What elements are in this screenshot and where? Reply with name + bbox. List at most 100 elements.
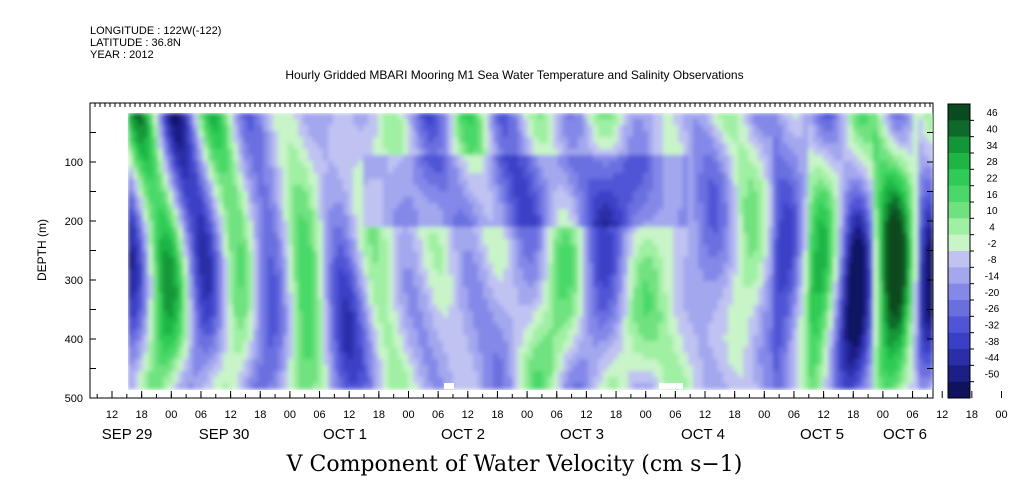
field-cell [168,197,174,204]
field-cell [718,131,724,138]
field-cell [588,233,594,240]
field-cell [843,161,849,168]
field-cell [163,203,169,210]
field-cell [608,179,614,186]
field-cell [548,203,554,210]
field-cell [783,149,789,156]
field-cell [793,125,799,132]
field-cell [813,203,819,210]
field-cell [623,137,629,144]
field-cell [168,143,174,150]
field-cell [758,143,764,150]
field-cell [273,251,279,258]
field-cell [163,227,169,234]
field-cell [913,119,919,126]
field-cell [758,227,764,234]
field-cell [708,131,714,138]
field-cell [183,215,189,222]
field-cell [523,245,529,252]
field-cell [373,113,379,120]
field-cell [798,155,804,162]
field-cell [568,245,574,252]
field-cell [743,203,749,210]
field-cell [638,197,644,204]
field-cell [743,245,749,252]
field-cell [128,209,134,216]
field-cell [218,287,224,294]
field-cell [243,113,249,120]
field-cell [338,221,344,228]
field-cell [303,269,309,276]
field-cell [303,149,309,156]
field-cell [428,125,434,132]
field-cell [923,269,929,276]
field-cell [878,125,884,132]
field-cell [763,119,769,126]
field-cell [403,269,409,276]
field-cell [423,239,429,246]
field-cell [518,197,524,204]
field-cell [278,167,284,174]
field-cell [768,143,774,150]
field-cell [128,221,134,228]
field-cell [563,209,569,216]
field-cell [253,173,259,180]
field-cell [458,143,464,150]
field-cell [253,257,259,264]
field-cell [768,275,774,282]
field-cell [433,281,439,288]
field-cell [648,221,654,228]
field-cell [883,281,889,288]
field-cell [688,251,694,258]
field-cell [438,167,444,174]
field-cell [623,275,629,282]
field-cell [698,221,704,228]
field-cell [648,275,654,282]
field-cell [368,233,374,240]
field-cell [703,221,709,228]
field-cell [798,173,804,180]
field-cell [653,221,659,228]
field-cell [588,227,594,234]
field-cell [398,251,404,258]
field-cell [813,257,819,264]
field-cell [158,197,164,204]
field-cell [893,293,899,300]
field-cell [508,131,514,138]
field-cell [928,209,933,216]
field-cell [398,281,404,288]
field-cell [663,149,669,156]
field-cell [683,293,689,300]
field-cell [663,209,669,216]
field-cell [503,245,509,252]
field-cell [618,269,624,276]
field-cell [648,281,654,288]
field-cell [868,239,874,246]
field-cell [673,113,679,120]
field-cell [798,197,804,204]
field-cell [388,191,394,198]
field-cell [838,155,844,162]
field-cell [443,179,449,186]
field-cell [513,185,519,192]
field-cell [463,203,469,210]
field-cell [678,191,684,198]
field-cell [908,131,914,138]
field-cell [228,125,234,132]
field-cell [343,287,349,294]
field-cell [543,161,549,168]
field-cell [748,251,754,258]
field-cell [898,233,904,240]
field-cell [668,209,674,216]
field-cell [428,179,434,186]
field-cell [643,257,649,264]
field-cell [523,119,529,126]
field-cell [593,173,599,180]
field-cell [128,119,134,126]
field-cell [528,143,534,150]
field-cell [203,137,209,144]
field-cell [848,137,854,144]
field-cell [373,209,379,216]
field-cell [538,131,544,138]
field-cell [593,167,599,174]
